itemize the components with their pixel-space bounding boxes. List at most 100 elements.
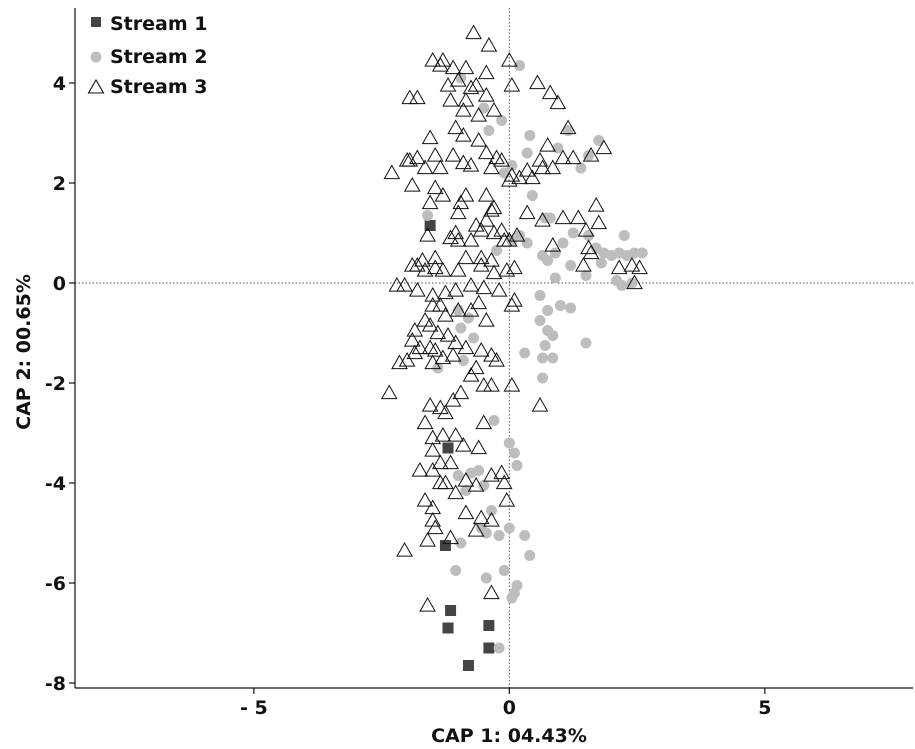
- point-stream-3: [506, 259, 523, 275]
- point-stream-2: [629, 247, 641, 259]
- point-stream-3: [457, 91, 475, 107]
- point-stream-3: [442, 529, 459, 545]
- point-stream-3: [403, 176, 421, 192]
- point-stream-3: [477, 144, 495, 160]
- point-stream-1: [483, 620, 495, 631]
- y-axis-title: CAP 2: 00.65%: [13, 274, 35, 430]
- point-stream-3: [549, 94, 567, 110]
- point-stream-3: [559, 119, 577, 135]
- y-tick-label: -2: [45, 373, 66, 395]
- point-stream-3: [431, 296, 449, 312]
- point-stream-3: [485, 264, 503, 280]
- point-stream-2: [511, 460, 523, 471]
- point-stream-3: [396, 276, 413, 292]
- point-stream-3: [434, 186, 452, 202]
- point-stream-3: [414, 251, 431, 267]
- point-stream-3: [554, 149, 572, 165]
- point-stream-3: [447, 484, 465, 500]
- point-stream-3: [447, 281, 465, 297]
- point-stream-3: [419, 596, 436, 612]
- x-tick-label: - 5: [240, 697, 268, 719]
- point-stream-3: [483, 376, 500, 392]
- point-stream-3: [444, 59, 462, 75]
- point-stream-3: [426, 259, 444, 275]
- legend-marker-stream-3: [87, 78, 105, 94]
- point-stream-2: [514, 60, 526, 71]
- point-stream-3: [475, 376, 493, 392]
- point-stream-3: [439, 76, 457, 92]
- point-stream-3: [416, 414, 434, 430]
- point-stream-3: [467, 521, 485, 537]
- point-stream-3: [587, 196, 605, 212]
- point-stream-3: [421, 194, 439, 210]
- point-stream-3: [523, 169, 541, 185]
- point-stream-2: [618, 230, 630, 241]
- point-stream-3: [531, 396, 549, 412]
- point-stream-2: [593, 135, 605, 146]
- y-tick-label: -8: [45, 673, 66, 695]
- point-stream-2: [537, 372, 549, 384]
- point-stream-3: [541, 84, 559, 100]
- point-stream-3: [439, 326, 457, 342]
- point-stream-3: [475, 279, 493, 295]
- point-stream-3: [472, 509, 490, 525]
- point-stream-2: [565, 260, 577, 271]
- point-stream-3: [582, 146, 600, 162]
- point-stream-1: [442, 622, 454, 634]
- point-stream-3: [472, 221, 490, 237]
- legend-marker-stream-2: [90, 51, 102, 63]
- point-stream-2: [478, 102, 490, 114]
- point-stream-2: [422, 210, 434, 221]
- legend-marker-stream-1: [91, 17, 101, 27]
- point-stream-3: [391, 354, 408, 370]
- point-stream-3: [408, 149, 426, 165]
- point-stream-3: [462, 276, 480, 292]
- point-stream-3: [429, 324, 447, 340]
- point-stream-3: [503, 376, 521, 392]
- point-stream-3: [437, 474, 454, 490]
- point-stream-2: [575, 162, 587, 174]
- point-stream-3: [485, 199, 503, 215]
- point-stream-2: [465, 467, 477, 479]
- point-stream-3: [467, 216, 485, 232]
- point-stream-3: [467, 476, 485, 492]
- point-stream-3: [623, 256, 641, 272]
- point-stream-3: [472, 341, 490, 357]
- point-stream-3: [426, 341, 444, 357]
- point-stream-1: [462, 660, 474, 671]
- point-stream-3: [498, 261, 516, 277]
- point-stream-3: [444, 346, 462, 362]
- point-stream-2: [493, 642, 505, 654]
- point-stream-3: [419, 531, 436, 547]
- point-stream-3: [408, 89, 426, 105]
- point-stream-3: [411, 339, 429, 355]
- point-stream-3: [577, 221, 595, 237]
- y-tick-label: 2: [53, 173, 66, 195]
- point-stream-3: [426, 519, 444, 535]
- point-stream-3: [470, 131, 488, 147]
- point-stream-3: [488, 351, 505, 367]
- point-stream-3: [575, 256, 592, 272]
- point-stream-2: [580, 337, 592, 349]
- point-stream-3: [426, 249, 444, 265]
- point-stream-3: [531, 151, 549, 167]
- point-stream-3: [411, 461, 429, 477]
- point-stream-3: [426, 146, 444, 162]
- point-stream-2: [542, 305, 554, 316]
- point-stream-3: [483, 159, 500, 175]
- legend-label-stream-3: Stream 3: [110, 76, 207, 98]
- point-stream-3: [465, 24, 482, 40]
- point-stream-3: [472, 249, 490, 265]
- point-stream-3: [483, 511, 500, 527]
- point-stream-3: [424, 51, 442, 67]
- point-stream-3: [493, 221, 511, 237]
- point-stream-3: [472, 256, 490, 272]
- point-stream-3: [485, 224, 503, 240]
- point-stream-2: [583, 230, 595, 241]
- point-stream-2: [557, 237, 569, 249]
- point-stream-3: [388, 276, 406, 292]
- point-stream-1: [424, 220, 436, 231]
- point-stream-2: [455, 322, 467, 334]
- point-stream-2: [534, 290, 546, 301]
- point-stream-2: [478, 480, 490, 491]
